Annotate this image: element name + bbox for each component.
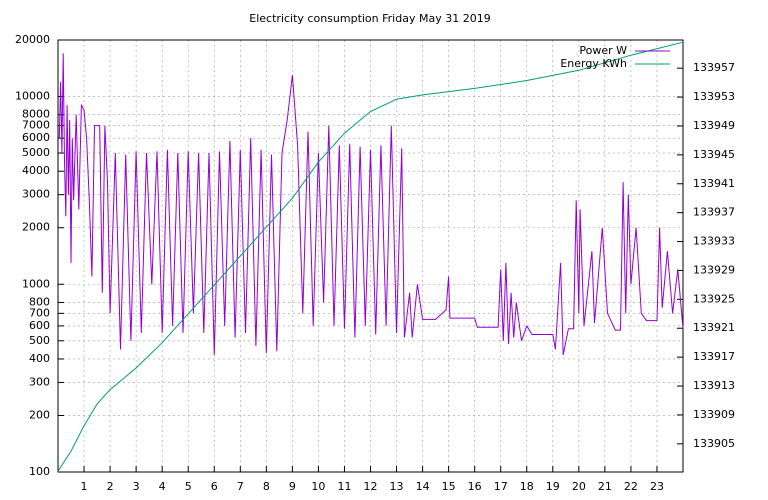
- y-tick-label: 100: [29, 465, 50, 478]
- y2-tick-label: 133913: [693, 379, 735, 392]
- y2-tick-label: 133953: [693, 90, 735, 103]
- plot-frame: [57, 39, 684, 473]
- x-tick-label: 11: [337, 480, 351, 493]
- x-tick-label: 5: [185, 480, 192, 493]
- x-tick-label: 10: [311, 480, 325, 493]
- y-tick-label: 4000: [22, 164, 50, 177]
- x-tick-label: 23: [650, 480, 664, 493]
- y2-tick-label: 133917: [693, 350, 735, 363]
- y2-tick-label: 133945: [693, 148, 735, 161]
- x-tick-label: 22: [624, 480, 638, 493]
- series-line: [57, 41, 684, 472]
- x-tick-label: 20: [572, 480, 586, 493]
- y-tick-label: 6000: [22, 131, 50, 144]
- x-tick-label: 6: [211, 480, 218, 493]
- y2-tick-label: 133933: [693, 235, 735, 248]
- y-tick-label: 400: [29, 352, 50, 365]
- x-tick-label: 3: [133, 480, 140, 493]
- x-tick-label: 16: [468, 480, 482, 493]
- x-tick-label: 13: [390, 480, 404, 493]
- y-tick-label: 7000: [22, 119, 50, 132]
- y2-tick-label: 133949: [693, 119, 735, 132]
- y-tick-label: 8000: [22, 108, 50, 121]
- y2-tick-label: 133909: [693, 408, 735, 421]
- x-tick-label: 14: [416, 480, 430, 493]
- x-tick-label: 15: [442, 480, 456, 493]
- x-tick-label: 8: [263, 480, 270, 493]
- y-tick-label: 800: [29, 295, 50, 308]
- legend-label: Energy KWh: [560, 57, 627, 70]
- x-tick-label: 7: [237, 480, 244, 493]
- y-tick-label: 200: [29, 408, 50, 421]
- x-tick-label: 12: [364, 480, 378, 493]
- y2-tick-label: 133941: [693, 177, 735, 190]
- y-tick-label: 600: [29, 319, 50, 332]
- y-tick-label: 3000: [22, 188, 50, 201]
- x-tick-label: 9: [289, 480, 296, 493]
- legend-label: Power W: [579, 44, 627, 57]
- y-tick-label: 700: [29, 306, 50, 319]
- x-tick-label: 21: [598, 480, 612, 493]
- y2-tick-label: 133905: [693, 437, 735, 450]
- y2-tick-label: 133929: [693, 263, 735, 276]
- y-tick-label: 1000: [22, 277, 50, 290]
- x-tick-label: 2: [107, 480, 114, 493]
- y-tick-label: 10000: [15, 90, 50, 103]
- y2-tick-label: 133921: [693, 321, 735, 334]
- x-tick-label: 1: [81, 480, 88, 493]
- x-tick-label: 17: [494, 480, 508, 493]
- y2-tick-label: 133937: [693, 206, 735, 219]
- x-tick-label: 18: [520, 480, 534, 493]
- y-tick-label: 500: [29, 334, 50, 347]
- y-tick-label: 300: [29, 375, 50, 388]
- y-tick-label: 2000: [22, 221, 50, 234]
- x-tick-label: 4: [159, 480, 166, 493]
- y2-tick-label: 133925: [693, 292, 735, 305]
- y2-tick-label: 133957: [693, 61, 735, 74]
- x-tick-label: 19: [546, 480, 560, 493]
- y-tick-label: 5000: [22, 146, 50, 159]
- series-line: [58, 53, 684, 356]
- chart-title: Electricity consumption Friday May 31 20…: [249, 12, 490, 25]
- y-tick-label: 20000: [15, 33, 50, 46]
